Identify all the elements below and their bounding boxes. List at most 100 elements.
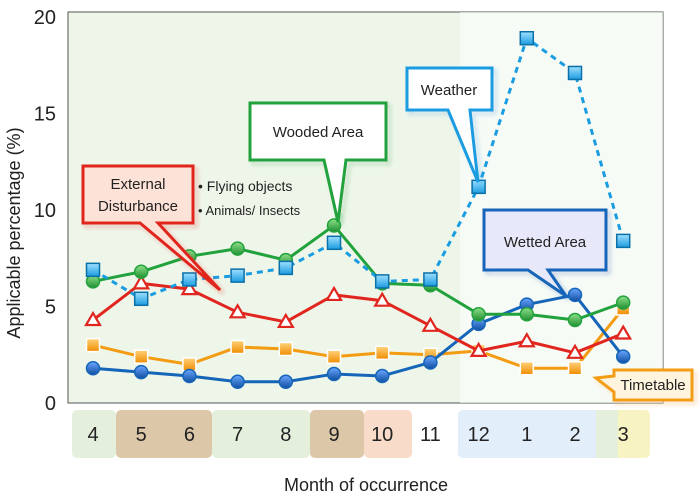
band-4 (72, 410, 116, 458)
data-point (567, 361, 583, 376)
data-point (230, 268, 245, 283)
x-tick-label: 7 (232, 424, 243, 446)
data-point (85, 262, 101, 278)
series-layer (84, 30, 633, 390)
x-axis-ticks: 4 5 6 7 8 9 10 11 12 1 2 3 (87, 424, 628, 446)
data-point (471, 179, 486, 195)
y-tick-label: 5 (45, 297, 56, 319)
data-point (84, 310, 102, 327)
callout-wetted-area-label: Wetted Area (504, 234, 587, 251)
data-point (423, 355, 438, 370)
data-point (519, 30, 535, 46)
callout-wooded-area-box (248, 101, 388, 223)
band-7-8 (212, 410, 310, 458)
data-point (374, 368, 390, 384)
band-5-6 (116, 410, 212, 458)
callout-timetable-box (592, 368, 694, 402)
data-point (85, 361, 101, 376)
series-line (92, 36, 625, 301)
series-wetted-area (85, 287, 631, 390)
data-point (326, 235, 342, 251)
data-point (180, 279, 199, 296)
data-point (230, 374, 245, 390)
data-point (373, 291, 392, 307)
series-line (92, 307, 625, 370)
callout-wooded-area-label: Wooded Area (273, 124, 364, 141)
y-tick-label: 10 (34, 200, 56, 222)
data-point (182, 368, 197, 384)
data-point (615, 233, 631, 249)
data-point (517, 332, 536, 348)
y-tick-label: 15 (34, 104, 56, 126)
data-point (615, 295, 631, 310)
data-point (133, 364, 149, 380)
data-point (326, 349, 342, 364)
data-point (519, 361, 535, 376)
x-tick-label: 2 (569, 424, 580, 446)
y-axis-label: Applicable percentage (%) (4, 127, 24, 338)
y-tick-label: 20 (34, 7, 56, 29)
band-12-2 (458, 410, 618, 458)
data-point (325, 285, 343, 302)
x-tick-label: 3 (618, 424, 629, 446)
series-line (92, 293, 625, 384)
callout-wetted-area (482, 208, 608, 298)
x-tick-label: 5 (136, 424, 147, 446)
data-point (567, 65, 583, 81)
x-tick-label: 10 (371, 424, 393, 446)
data-point (230, 339, 245, 355)
band-3-overlap (596, 410, 618, 458)
data-point (567, 312, 583, 328)
data-point (133, 291, 149, 307)
x-tick-label: 8 (280, 424, 291, 446)
month-bands (72, 410, 650, 458)
data-point (182, 272, 197, 287)
data-point (566, 343, 584, 359)
callout-wooded-area (248, 101, 388, 223)
x-tick-label: 11 (420, 424, 441, 446)
callout-external-disturbance-word-2: Disturbance (98, 198, 178, 215)
x-tick-label: 4 (87, 424, 98, 446)
x-tick-label: 6 (184, 424, 195, 446)
data-point (519, 306, 535, 322)
callout-weather (405, 66, 494, 183)
bullet-animals-insects: • Animals/ Insects (198, 203, 301, 218)
data-point (278, 341, 294, 357)
data-point (85, 337, 101, 353)
y-axis-ticks: 0 5 10 15 20 (34, 7, 56, 415)
callout-wetted-area-box (482, 208, 608, 298)
series-weather (85, 30, 631, 307)
callout-external-disturbance-line1: External Disturbance (98, 176, 178, 215)
callout-external-disturbance-box (81, 164, 222, 292)
data-point (326, 366, 342, 382)
data-point (423, 272, 438, 287)
data-point (614, 324, 633, 340)
data-point (133, 264, 149, 280)
x-tick-label: 1 (521, 424, 532, 446)
data-point (374, 274, 390, 289)
callout-weather-box (405, 66, 494, 183)
series-line (92, 281, 624, 355)
callout-timetable-label: Timetable (620, 377, 685, 394)
y-tick-label: 0 (45, 393, 56, 415)
data-point (278, 374, 294, 390)
band-10 (364, 410, 412, 458)
data-point (228, 303, 247, 319)
data-point (567, 287, 583, 303)
data-point (471, 306, 486, 322)
x-axis-label: Month of occurrence (284, 475, 448, 495)
x-tick-label: 9 (328, 424, 339, 446)
bullet-flying-objects: • Flying objects (198, 178, 292, 194)
data-point (132, 274, 151, 290)
callout-external-disturbance-word-1: External (110, 176, 165, 193)
callout-external-disturbance (81, 164, 222, 292)
callout-timetable (592, 368, 694, 402)
band-9 (310, 410, 364, 458)
data-point (278, 260, 294, 276)
data-point (230, 241, 245, 256)
callout-weather-label: Weather (421, 82, 477, 99)
data-point (615, 349, 631, 364)
x-tick-label: 12 (467, 424, 489, 446)
data-point (276, 312, 295, 329)
